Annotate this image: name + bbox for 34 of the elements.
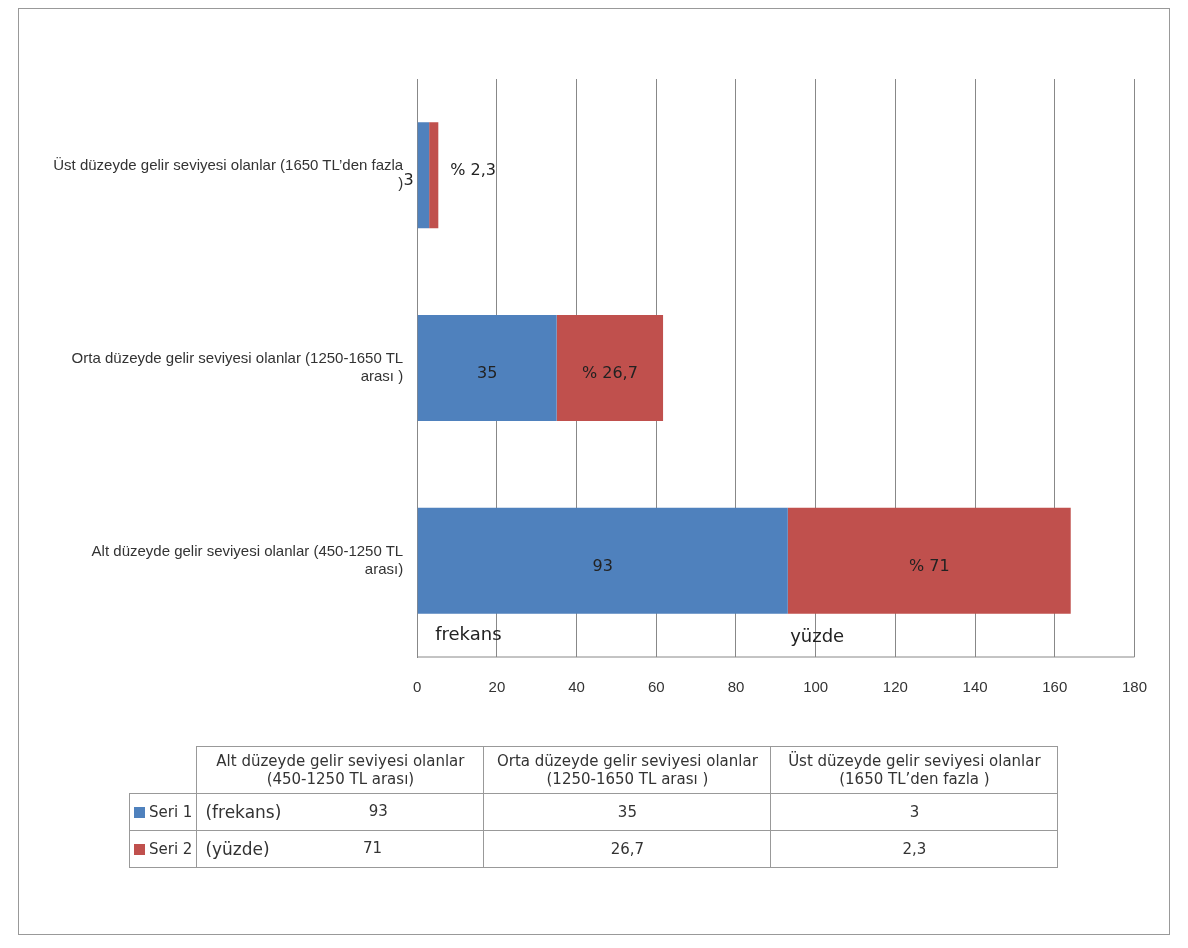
category-label: Alt düzeyde gelir seviyesi olanlar (450-1250 TL arası) [196, 746, 484, 794]
category-label: Orta düzeyde gelir seviyesi olanlar (1250-1650 TL arası ) [483, 746, 771, 794]
text: (yüzde) [205, 839, 270, 859]
data-label: 2,3 [770, 830, 1058, 868]
x-tick-label: 40 [568, 678, 585, 696]
data-label: 26,7 [483, 830, 771, 868]
annotation: frekans [435, 622, 502, 644]
data-label: 71 [363, 839, 383, 857]
x-tick-label: 180 [1121, 678, 1147, 696]
data-label: 3 [770, 793, 1058, 831]
data-label: 35 [483, 793, 771, 831]
x-tick-label: 0 [413, 678, 422, 696]
x-tick-label: 120 [882, 678, 908, 696]
x-tick-label: 80 [727, 678, 745, 696]
data-label: 3 [403, 170, 414, 190]
y-tick-label: Orta düzeyde gelir seviyesi olanlar (1250-1650 TL arası ) [71, 349, 404, 385]
data-label: % 2,3 [450, 160, 497, 180]
y-tick-label: Üst düzeyde gelir seviyesi olanlar (1650 TL’den fazla ) [53, 156, 404, 192]
x-tick-label: 20 [488, 678, 506, 696]
legend-label: Seri 1 [129, 793, 197, 831]
x-tick-label: 100 [803, 678, 829, 696]
y-tick-label: Alt düzeyde gelir seviyesi olanlar (450-1250 TL arası) [91, 541, 404, 577]
legend-label: Seri 2 [129, 830, 197, 868]
x-tick-label: 160 [1042, 678, 1068, 696]
text: (frekans) [205, 802, 282, 822]
data-label: % 71 [908, 555, 950, 575]
x-tick-label: 140 [962, 678, 988, 696]
data-label: 93 [592, 555, 613, 575]
x-tick-label: 60 [647, 678, 665, 696]
annotation: yüzde [790, 624, 845, 646]
category-label: Üst düzeyde gelir seviyesi olanlar (1650 TL’den fazla ) [770, 746, 1058, 794]
data-label: % 26,7 [581, 363, 638, 383]
data-label: 35 [477, 363, 498, 383]
data-label: 93 [368, 802, 388, 820]
